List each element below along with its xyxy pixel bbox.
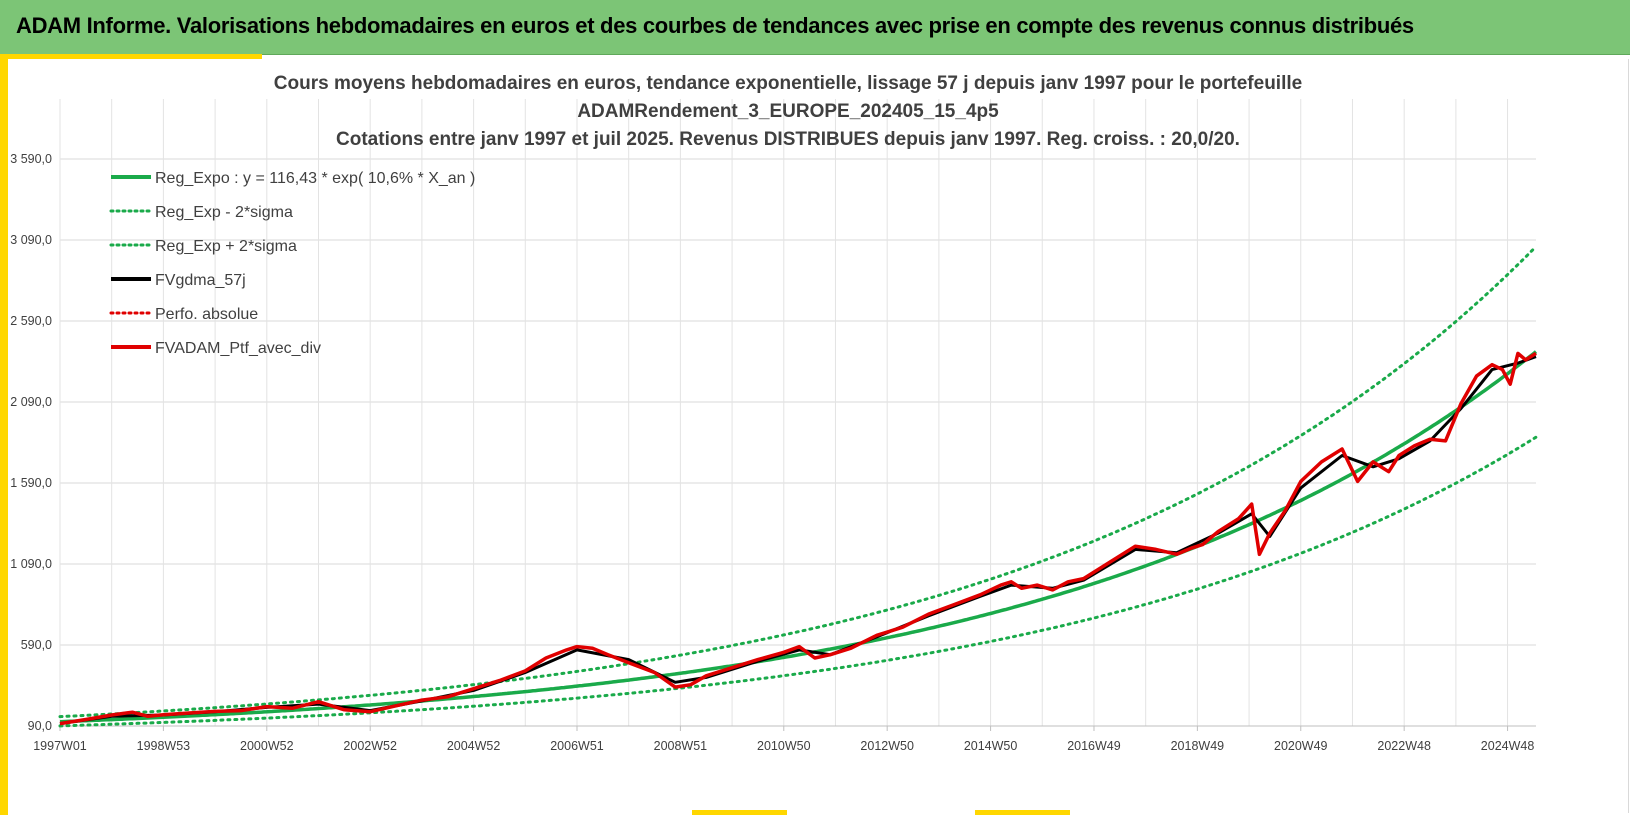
x-tick-label: 2008W51 [654, 739, 708, 753]
chart-title-line-1: Cours moyens hebdomadaires en euros, ten… [274, 73, 1302, 94]
accent-bar-left [0, 54, 8, 815]
x-tick-label: 2012W50 [860, 739, 914, 753]
x-tick-label: 2010W50 [757, 739, 811, 753]
x-tick-label: 2006W51 [550, 739, 604, 753]
x-tick-label: 2004W52 [447, 739, 501, 753]
series-lines [58, 245, 1538, 728]
chart-title-line-2: ADAMRendement_3_EUROPE_202405_15_4p5 [577, 101, 999, 122]
chart-title-line-3: Cotations entre janv 1997 et juil 2025. … [336, 129, 1240, 150]
series-reg-expo [59, 350, 1538, 724]
x-tick-label: 2020W49 [1274, 739, 1328, 753]
legend-label-lower: Reg_Exp - 2*sigma [155, 204, 293, 221]
y-tick-label: 1 090,0 [10, 557, 52, 571]
chart-title: Cours moyens hebdomadaires en euros, ten… [274, 73, 1302, 150]
y-tick-label: 1 590,0 [10, 476, 52, 490]
x-tick-label: 2002W52 [343, 739, 397, 753]
x-tick-label: 2022W48 [1377, 739, 1431, 753]
legend-label-trend: Reg_Expo : y = 116,43 * exp( 10,6% * X_a… [155, 170, 475, 187]
grid-lines [59, 99, 1536, 727]
legend-label-perf: Perfo. absolue [155, 306, 258, 323]
line-chart: Cours moyens hebdomadaires en euros, ten… [10, 73, 1538, 753]
accent-bar-bottom [975, 810, 1070, 815]
y-tick-label: 3 590,0 [10, 152, 52, 166]
series-reg-exp-plus-2sigma [58, 245, 1538, 719]
x-tick-label: 2000W52 [240, 739, 294, 753]
x-tick-label: 2018W49 [1171, 739, 1225, 753]
legend-label-upper: Reg_Exp + 2*sigma [155, 238, 297, 255]
series-reg-exp-minus-2sigma [58, 435, 1538, 728]
banner-title: ADAM Informe. Valorisations hebdomadaire… [16, 13, 1414, 38]
chart-area: Cours moyens hebdomadaires en euros, ten… [8, 59, 1629, 813]
series-fvgdma-57j [59, 355, 1537, 726]
y-axis: 90,0 590,0 1 090,0 1 590,0 2 090,0 2 590,0 3 0… [10, 152, 52, 733]
y-tick-label: 590,0 [21, 638, 52, 652]
legend: Reg_Expo : y = 116,43 * exp( 10,6% * X_a… [109, 170, 475, 357]
y-tick-label: 2 590,0 [10, 314, 52, 328]
x-axis: 1997W01 1998W53 2000W52 2002W52 2004W52 2006W… [33, 726, 1534, 753]
report-banner: ADAM Informe. Valorisations hebdomadaire… [0, 0, 1630, 55]
series-fvadam-ptf-avec-div [59, 351, 1537, 726]
y-tick-label: 90,0 [28, 719, 52, 733]
accent-bar-bottom [692, 810, 787, 815]
legend-label-ptf: FVADAM_Ptf_avec_div [155, 340, 321, 357]
x-tick-label: 2016W49 [1067, 739, 1121, 753]
accent-bar-top [0, 54, 262, 59]
x-tick-label: 2014W50 [964, 739, 1018, 753]
y-tick-label: 2 090,0 [10, 395, 52, 409]
x-tick-label: 2024W48 [1481, 739, 1535, 753]
x-tick-label: 1997W01 [33, 739, 87, 753]
x-tick-label: 1998W53 [137, 739, 191, 753]
y-tick-label: 3 090,0 [10, 233, 52, 247]
legend-label-gdma: FVgdma_57j [155, 272, 246, 289]
